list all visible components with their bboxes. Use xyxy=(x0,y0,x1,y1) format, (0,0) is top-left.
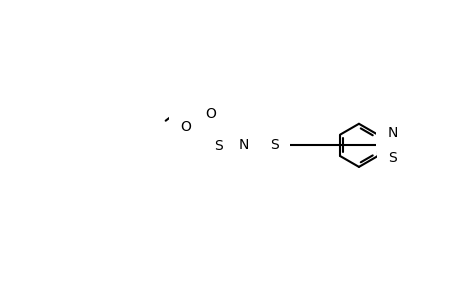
Text: S: S xyxy=(269,138,278,152)
Text: O: O xyxy=(204,107,215,121)
Text: O: O xyxy=(180,120,191,134)
Text: S: S xyxy=(213,139,222,153)
Text: O: O xyxy=(247,145,258,159)
Text: NH: NH xyxy=(220,132,241,146)
Text: N: N xyxy=(386,126,397,140)
Text: S: S xyxy=(387,151,396,165)
Text: N: N xyxy=(239,138,249,152)
